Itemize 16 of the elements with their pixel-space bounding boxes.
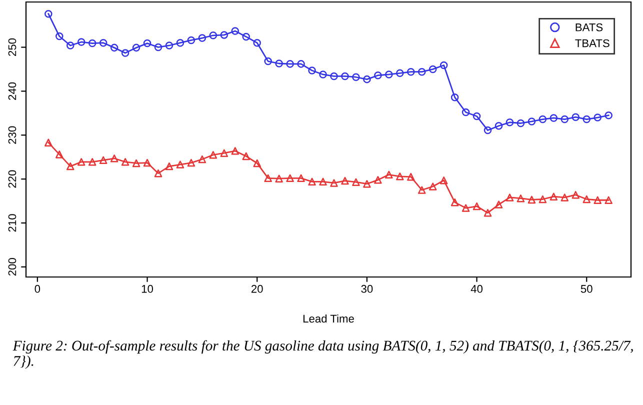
x-axis-title: Lead Time — [303, 314, 354, 323]
y-tick-label: 240 — [8, 82, 16, 100]
y-tick-label: 220 — [8, 170, 16, 188]
x-tick-label: 20 — [251, 284, 263, 293]
legend-label: BATS — [576, 23, 603, 32]
y-tick-label: 200 — [8, 258, 16, 276]
x-tick-label: 0 — [34, 284, 40, 293]
y-tick-label: 230 — [8, 126, 16, 144]
x-tick-label: 10 — [142, 284, 154, 293]
caption: Figure 2: Out-of-sample results for the US gasoline data using BATS(0, 1, 52) and TBATS(0, 1, {365.25/7, 7}). — [12, 340, 633, 369]
legend-label: TBATS — [575, 39, 610, 48]
x-tick-label: 40 — [470, 284, 483, 293]
x-tick-label: 50 — [580, 284, 592, 293]
y-tick-label: 250 — [8, 38, 16, 56]
x-tick-label: 30 — [361, 284, 373, 293]
y-tick-label: 210 — [8, 214, 16, 232]
